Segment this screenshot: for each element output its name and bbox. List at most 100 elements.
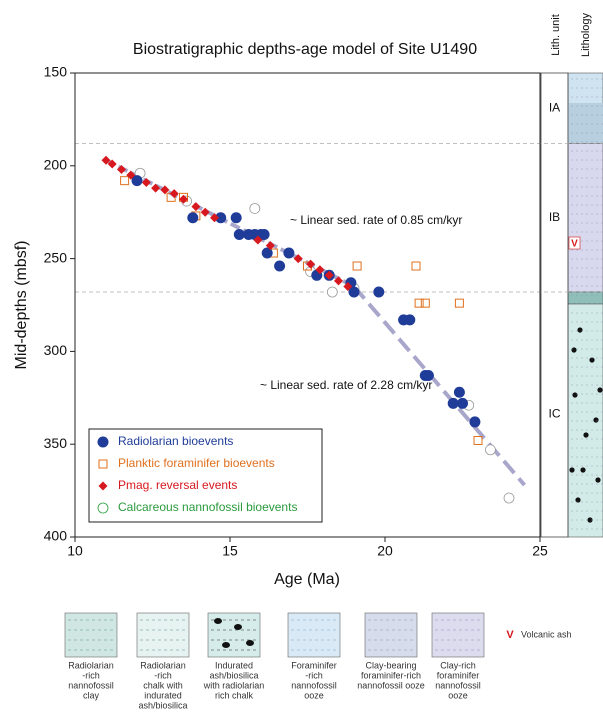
legend-swatch-label: Clay-rich — [440, 660, 476, 670]
lithology-header: Lithology — [580, 12, 592, 57]
radiolarian-point — [457, 397, 468, 409]
legend-swatch-label: nannofossil — [435, 680, 481, 690]
pmag-point — [265, 241, 275, 251]
legend-marker — [98, 481, 108, 491]
legend-swatch-label: Indurated — [215, 660, 253, 670]
radiolarian-point — [373, 286, 385, 298]
foraminifer-point — [352, 261, 362, 271]
pmag-point — [151, 183, 161, 193]
legend-swatch-label: -rich — [82, 670, 100, 680]
x-tick-label: 25 — [532, 543, 548, 559]
x-tick-label: 20 — [377, 543, 393, 559]
pmag-point — [210, 213, 219, 223]
radiolarian-point — [233, 228, 245, 240]
lithology-dot — [583, 432, 589, 438]
legend-swatch-label: Clay-bearing — [365, 660, 416, 670]
y-tick-label: 400 — [44, 528, 68, 544]
legend-marker — [97, 502, 109, 514]
foraminifer-point — [473, 435, 483, 445]
volcanic-legend-label: Volcanic ash — [521, 629, 572, 639]
radiolarian-point — [215, 212, 227, 224]
radiolarian-point — [131, 175, 143, 187]
legend-swatch-label: ash/biosilica — [138, 700, 187, 710]
pmag-point — [160, 185, 170, 195]
x-tick-label: 10 — [67, 543, 83, 559]
pmag-point — [126, 170, 136, 180]
radiolarian-point — [230, 212, 242, 224]
legend-swatch-label: clay — [83, 690, 100, 700]
pmag-point — [315, 265, 325, 275]
lithology-ib — [567, 143, 603, 293]
lithology-dot — [587, 517, 593, 523]
lithology-dot — [593, 417, 599, 423]
foraminifer-point — [120, 176, 130, 186]
legend-swatch-label: nannofossil — [291, 680, 337, 690]
y-tick-label: 150 — [44, 64, 68, 80]
lithology-dot — [577, 327, 583, 333]
legend-swatch-label: foraminifer-rich — [361, 670, 421, 680]
legend-swatch — [364, 612, 418, 658]
radiolarian-point — [283, 247, 295, 259]
foraminifer-point — [420, 298, 430, 308]
legend-marker — [97, 436, 109, 448]
lithology-dot — [597, 387, 603, 393]
pmag-point — [107, 159, 117, 169]
legend-label: Calcareous nannofossil bioevents — [118, 500, 297, 514]
lithology-dot — [575, 497, 581, 503]
pmag-point — [191, 202, 201, 212]
lithology-dot — [589, 357, 595, 363]
pmag-point — [324, 270, 334, 280]
radiolarian-point — [469, 416, 481, 428]
trend-line — [352, 285, 527, 487]
lithology-ic-top — [567, 291, 603, 305]
radiolarian-point — [258, 228, 270, 240]
lith-unit-label: IA — [549, 100, 560, 114]
y-axis-label: Mid-depths (mbsf) — [13, 241, 30, 370]
legend-swatch-label: nannofossil — [68, 680, 114, 690]
legend-swatch-label: indurated — [144, 690, 182, 700]
lith-unit-column — [540, 72, 569, 538]
nannofossil-point — [249, 203, 261, 214]
radiolarian-point — [348, 286, 360, 298]
y-tick-label: 300 — [44, 342, 68, 358]
radiolarian-point — [447, 397, 459, 409]
radiolarian-point — [422, 370, 434, 382]
lithology-ia-band — [568, 103, 603, 144]
pmag-point — [343, 281, 353, 291]
volcanic-legend-mark: V — [506, 629, 514, 641]
legend-box — [88, 428, 323, 523]
foraminifer-point — [414, 298, 424, 308]
nannofossil-point — [503, 492, 515, 504]
lith-unit-label: IB — [549, 210, 560, 224]
pmag-point — [141, 178, 151, 188]
legend-swatch-label: ooze — [304, 690, 324, 700]
y-tick-label: 200 — [44, 157, 68, 173]
legend-marker — [98, 459, 108, 469]
lithology-dot — [569, 467, 575, 473]
pmag-point — [200, 207, 210, 217]
pmag-point — [253, 235, 263, 245]
swatch-dot — [214, 618, 222, 624]
legend-swatch-label: with radiolarian — [203, 680, 265, 690]
lithology-dot — [580, 467, 586, 473]
legend-swatch — [64, 612, 118, 658]
volcanic-marker-box — [568, 236, 581, 250]
legend-swatch-label: -rich — [305, 670, 323, 680]
annotation: ~ Linear sed. rate of 2.28 cm/kyr — [260, 378, 432, 392]
swatch-dot — [246, 640, 254, 646]
pmag-point — [169, 189, 179, 199]
radiolarian-point — [453, 386, 465, 398]
legend-swatch — [136, 612, 190, 658]
legend-swatch-label: Radiolarian — [68, 660, 114, 670]
swatch-dot — [222, 642, 230, 648]
plot-frame — [74, 72, 541, 538]
swatch-dot — [234, 624, 242, 630]
legend-swatch-label: ash/biosilica — [209, 670, 258, 680]
legend-swatch — [287, 612, 341, 658]
foraminifer-point — [411, 261, 421, 271]
pmag-point — [179, 194, 188, 204]
nannofossil-point — [484, 444, 496, 456]
lith-unit-label: IC — [549, 407, 561, 421]
legend-swatch-label: -rich — [154, 670, 172, 680]
lithology-dot — [572, 392, 578, 398]
